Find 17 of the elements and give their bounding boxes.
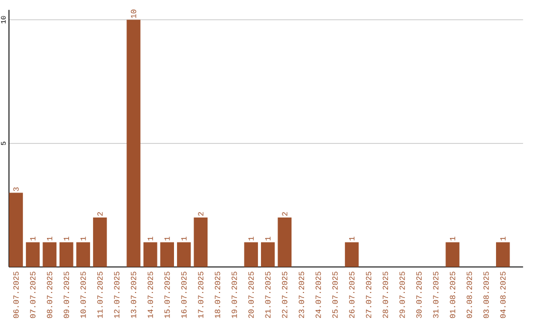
bar xyxy=(244,242,258,267)
bar xyxy=(278,217,292,267)
bar xyxy=(42,242,56,267)
bar xyxy=(496,242,510,267)
bar xyxy=(446,242,460,267)
bar xyxy=(59,242,74,267)
bar xyxy=(177,242,191,267)
bar xyxy=(260,242,275,267)
bar xyxy=(76,242,90,267)
bar xyxy=(143,242,158,267)
bar xyxy=(9,192,23,267)
bar xyxy=(126,20,140,267)
bar xyxy=(26,242,40,267)
bar xyxy=(93,217,107,267)
bar xyxy=(194,217,208,267)
bar xyxy=(160,242,174,267)
bar xyxy=(344,242,359,267)
